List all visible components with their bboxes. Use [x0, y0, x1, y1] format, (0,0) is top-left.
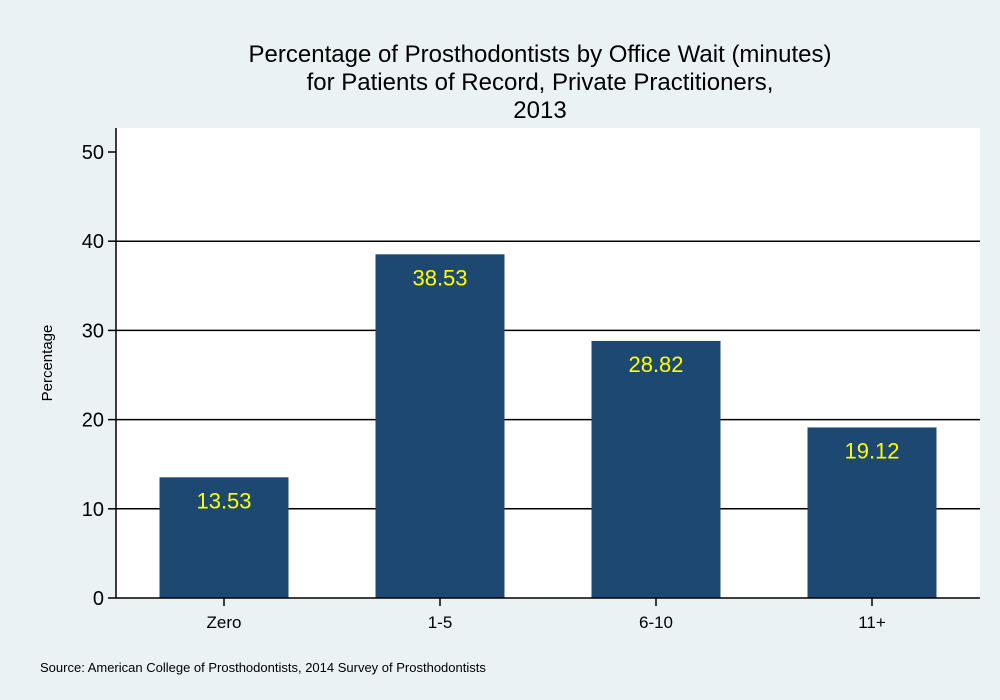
x-tick-label: 11+ [858, 613, 886, 632]
bar [159, 477, 289, 598]
y-tick-label: 0 [93, 588, 104, 610]
bar [375, 254, 505, 599]
bar-value-label: 38.53 [412, 265, 467, 290]
chart-title-line-1: Percentage of Prosthodontists by Office … [249, 41, 832, 68]
y-tick-label: 30 [82, 320, 104, 342]
data-labels: 13.53 38.53 28.82 19.12 [196, 265, 899, 513]
chart-title: Percentage of Prosthodontists by Office … [249, 41, 832, 124]
bars [159, 254, 937, 599]
source-note: Source: American College of Prosthodonti… [40, 660, 486, 675]
x-axis-ticks: Zero 1-5 6-10 11+ [207, 598, 886, 632]
x-tick-label: 1-5 [428, 613, 453, 632]
bar-value-label: 28.82 [628, 352, 683, 377]
y-tick-label: 40 [82, 231, 104, 253]
y-tick-label: 20 [82, 410, 104, 432]
bar [807, 427, 937, 598]
x-tick-label: 6-10 [639, 613, 673, 632]
bar [591, 340, 721, 598]
bar-value-label: 19.12 [844, 438, 899, 463]
y-tick-label: 50 [82, 142, 104, 164]
x-tick-label: Zero [207, 613, 242, 632]
chart-title-line-2: for Patients of Record, Private Practiti… [307, 69, 774, 96]
chart-title-line-3: 2013 [513, 97, 566, 124]
y-axis-title: Percentage [39, 325, 56, 402]
bar-value-label: 13.53 [196, 488, 251, 513]
y-axis-ticks: 0 10 20 30 40 50 [82, 142, 116, 610]
y-tick-label: 10 [82, 499, 104, 521]
